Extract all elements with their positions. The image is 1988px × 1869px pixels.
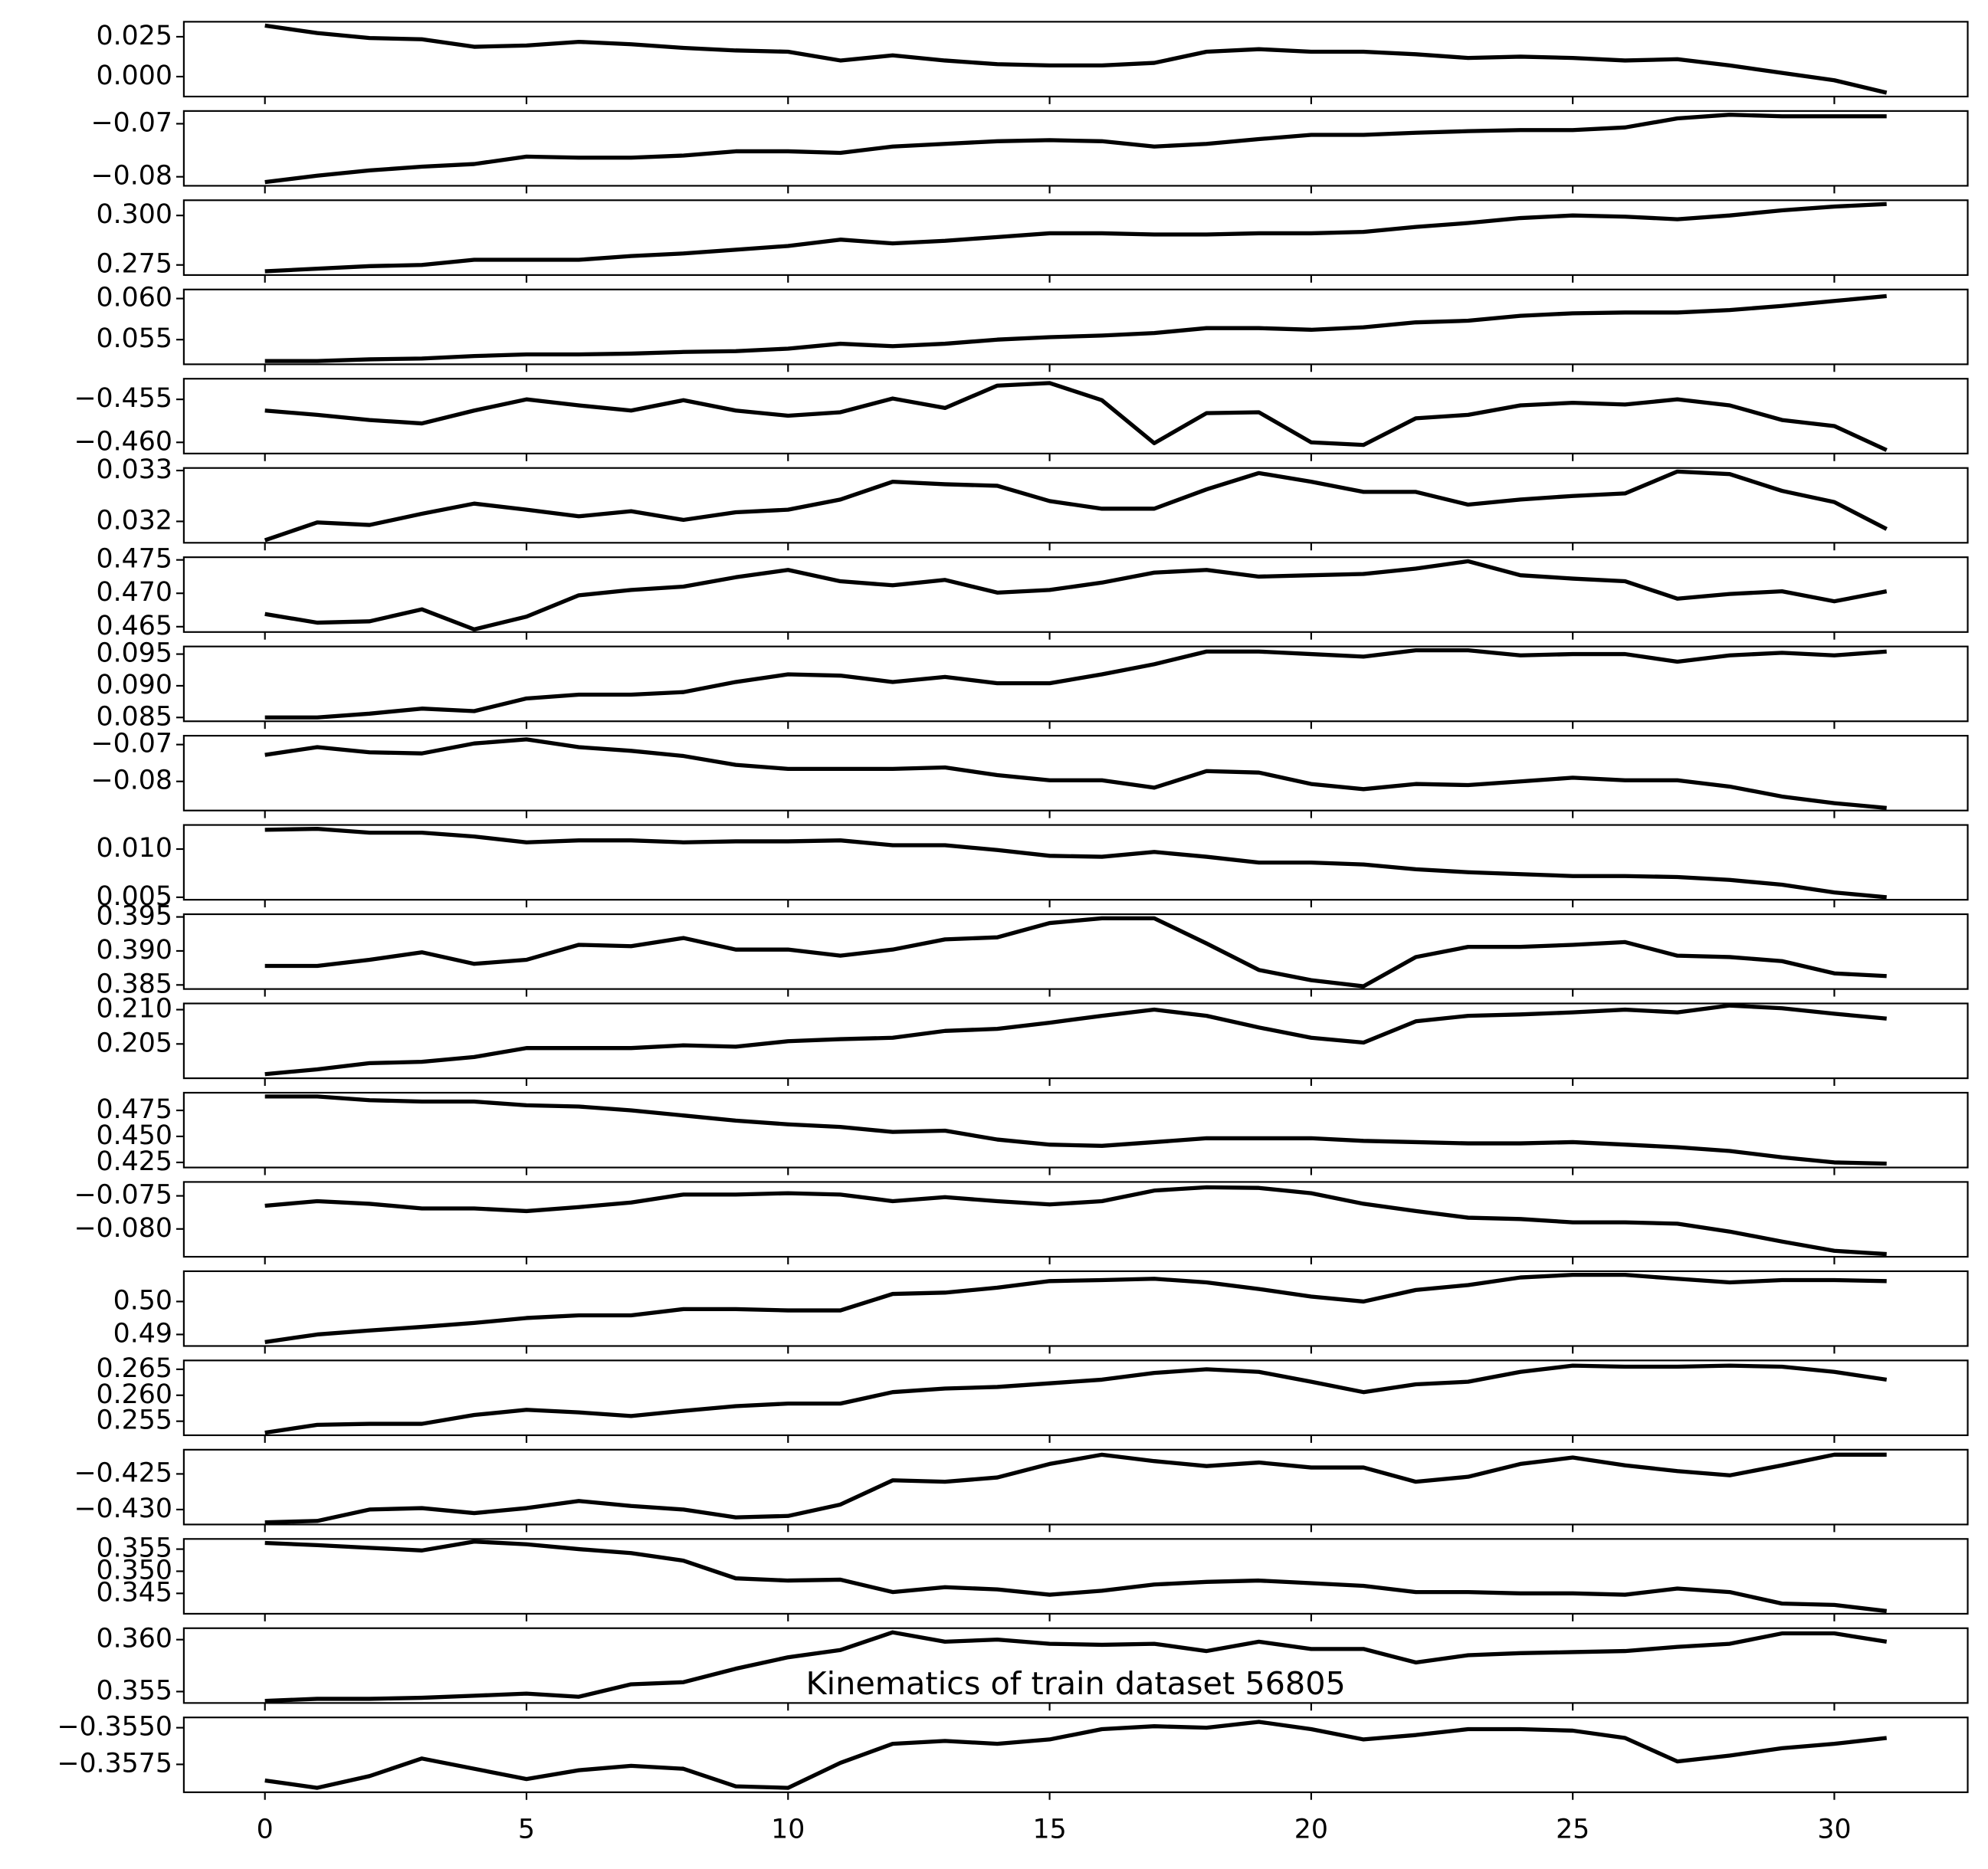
data-line <box>264 293 1887 363</box>
axes-frame <box>182 1270 1969 1347</box>
axes-frame <box>182 1717 1969 1793</box>
y-tick-label: 0.390 <box>97 935 172 966</box>
y-tick-label: 0.275 <box>97 249 172 280</box>
data-line <box>264 648 1887 720</box>
axes-frame <box>182 1181 1969 1258</box>
y-tick-label: 0.50 <box>113 1285 172 1316</box>
y-tick-label: 0.095 <box>97 638 172 669</box>
axes-frame <box>182 913 1969 990</box>
y-tick-label: 0.355 <box>97 1675 172 1706</box>
y-tick-label: 0.350 <box>97 1555 172 1585</box>
data-line <box>264 1539 1888 1614</box>
y-tick-label: 0.260 <box>97 1379 172 1410</box>
y-tick-label: −0.425 <box>74 1457 172 1488</box>
y-tick-label: 0.470 <box>97 577 172 608</box>
data-line <box>264 559 1888 631</box>
y-tick-label: 0.360 <box>97 1624 172 1654</box>
axes-frame <box>182 735 1969 812</box>
axes-frame <box>182 21 1969 98</box>
x-tick-label: 0 <box>257 1814 274 1844</box>
chart-title: Kinematics of train dataset 56805 <box>806 1665 1346 1702</box>
axes-frame <box>182 467 1969 544</box>
y-tick-label: 0.475 <box>97 544 172 575</box>
x-tick-label: 10 <box>771 1814 805 1844</box>
y-tick-label: 0.010 <box>97 833 172 864</box>
y-tick-label: −0.07 <box>91 107 172 138</box>
y-tick-label: 0.205 <box>97 1028 172 1058</box>
data-line <box>264 737 1887 810</box>
axes-frame <box>182 199 1969 276</box>
data-line <box>264 469 1888 543</box>
y-tick-label: 0.032 <box>97 505 172 536</box>
data-line <box>264 916 1887 989</box>
axes-frame <box>182 1091 1969 1169</box>
y-tick-label: −0.080 <box>74 1213 172 1244</box>
axes-frame <box>182 824 1969 901</box>
y-tick-label: 0.090 <box>97 670 172 700</box>
y-tick-label: 0.395 <box>97 901 172 932</box>
axes-frame <box>182 1627 1969 1704</box>
y-tick-label: 0.475 <box>97 1094 172 1125</box>
data-line <box>264 1630 1888 1703</box>
x-tick-label: 25 <box>1556 1814 1589 1844</box>
y-tick-label: −0.075 <box>74 1180 172 1211</box>
axes-frame <box>182 1002 1969 1080</box>
data-line <box>264 1720 1888 1790</box>
data-line <box>264 1094 1887 1166</box>
data-line <box>264 202 1887 274</box>
axes-frame <box>182 1538 1969 1615</box>
y-tick-label: 0.465 <box>97 611 172 641</box>
data-line <box>264 1272 1887 1344</box>
axes-frame <box>182 1448 1969 1526</box>
y-tick-label: −0.07 <box>91 729 172 759</box>
y-tick-label: −0.08 <box>91 766 172 796</box>
y-tick-label: 0.255 <box>97 1405 172 1436</box>
x-tick-label: 20 <box>1294 1814 1328 1844</box>
y-tick-label: 0.425 <box>97 1146 172 1177</box>
y-tick-label: −0.3550 <box>57 1712 172 1743</box>
x-tick-label: 30 <box>1817 1814 1851 1844</box>
y-tick-label: −0.455 <box>74 383 172 414</box>
y-tick-label: 0.450 <box>97 1120 172 1151</box>
axes-frame <box>182 645 1969 723</box>
y-tick-label: −0.430 <box>74 1494 172 1524</box>
y-tick-label: 0.300 <box>97 199 172 230</box>
y-tick-label: 0.49 <box>113 1318 172 1349</box>
data-line <box>264 113 1887 185</box>
x-tick-label: 15 <box>1032 1814 1066 1844</box>
y-tick-label: −0.08 <box>91 161 172 192</box>
x-tick-label: 5 <box>518 1814 535 1844</box>
y-tick-label: 0.345 <box>97 1577 172 1608</box>
y-tick-label: 0.355 <box>97 1533 172 1564</box>
y-tick-label: 0.033 <box>97 454 172 485</box>
data-line <box>264 1185 1887 1257</box>
axes-frame <box>182 378 1969 454</box>
data-line <box>264 1363 1888 1435</box>
y-tick-label: 0.025 <box>97 21 172 51</box>
data-line <box>264 1003 1887 1077</box>
y-tick-label: 0.060 <box>97 283 172 313</box>
y-tick-label: −0.460 <box>74 426 172 457</box>
y-tick-label: 0.210 <box>97 994 172 1025</box>
y-tick-label: 0.055 <box>97 323 172 354</box>
axes-frame <box>182 110 1969 187</box>
data-line <box>264 826 1887 900</box>
data-line <box>264 23 1888 95</box>
axes-frame <box>182 1359 1969 1437</box>
axes-frame <box>182 556 1969 633</box>
axes-frame <box>182 288 1969 366</box>
y-tick-label: 0.385 <box>97 969 172 999</box>
y-tick-label: −0.3575 <box>57 1748 172 1779</box>
y-tick-label: 0.000 <box>97 61 172 91</box>
y-tick-label: 0.085 <box>97 701 172 732</box>
data-line <box>264 1452 1887 1525</box>
y-tick-label: 0.265 <box>97 1353 172 1384</box>
data-line <box>264 381 1888 452</box>
y-tick-label: 0.005 <box>97 881 172 912</box>
